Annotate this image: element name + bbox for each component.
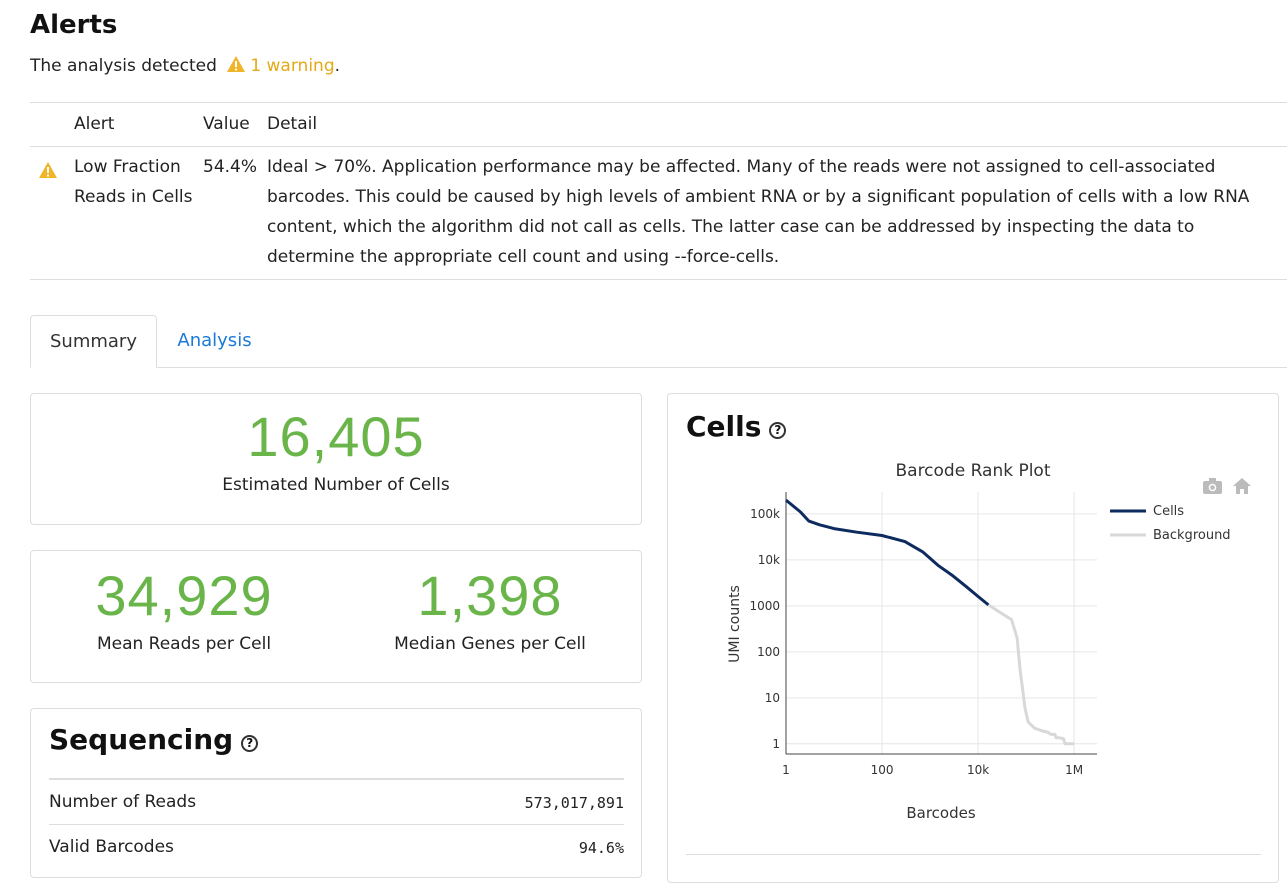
sequencing-card: Sequencing? Number of Reads 573,017,891 … [30, 708, 642, 878]
sequencing-row-reads: Number of Reads 573,017,891 [49, 778, 624, 824]
per-cell-metrics-card: 34,929 Mean Reads per Cell 1,398 Median … [30, 550, 642, 683]
chart-grid [786, 492, 1097, 754]
alert-row: Low Fraction Reads in Cells 54.4% Ideal … [30, 147, 1287, 280]
help-icon[interactable]: ? [769, 422, 787, 439]
series-line-cells [785, 498, 990, 607]
camera-icon[interactable] [1203, 478, 1222, 494]
mean-reads-value: 34,929 [95, 564, 273, 627]
y-tick-label: 10 [765, 691, 780, 705]
header-value: Value [203, 114, 250, 134]
estimated-cells-value: 16,405 [247, 405, 425, 468]
alerts-summary-prefix: The analysis detected [30, 56, 217, 76]
median-genes-label: Median Genes per Cell [394, 634, 586, 654]
chart-series [785, 498, 1075, 746]
tab-analysis[interactable]: Analysis [177, 330, 252, 351]
sequencing-title: Sequencing? [49, 723, 259, 756]
median-genes-metric: 1,398 Median Genes per Cell [337, 563, 643, 654]
sequencing-title-text: Sequencing [49, 723, 234, 756]
alerts-table: Alert Value Detail Low Fraction Reads in… [30, 102, 1287, 280]
x-tick-label: 10k [967, 763, 989, 777]
home-icon[interactable] [1233, 478, 1251, 494]
mean-reads-label: Mean Reads per Cell [96, 634, 272, 654]
y-tick-label: 1 [772, 737, 780, 751]
y-tick-label: 100k [750, 507, 780, 521]
x-axis-label: Barcodes [906, 804, 975, 822]
x-tick-label: 100 [871, 763, 894, 777]
series-line-background [987, 603, 1075, 746]
legend-label: Background [1153, 528, 1231, 543]
alert-detail: Ideal > 70%. Application performance may… [267, 157, 1250, 267]
header-alert: Alert [74, 114, 115, 134]
x-tick-label: 1M [1065, 763, 1083, 777]
alerts-summary: The analysis detected 1 warning. [30, 55, 340, 76]
sequencing-row-label: Number of Reads [49, 792, 197, 812]
alert-name: Low Fraction Reads in Cells [74, 157, 193, 207]
tab-bar: Summary Analysis [30, 315, 1287, 368]
sequencing-row-value: 573,017,891 [524, 794, 624, 812]
warning-icon [38, 159, 58, 189]
alerts-table-header: Alert Value Detail [30, 103, 1287, 147]
legend-label: Cells [1153, 504, 1184, 519]
cells-divider [686, 854, 1261, 855]
warning-count-link[interactable]: 1 warning [250, 56, 335, 76]
cells-title-text: Cells [686, 410, 762, 443]
alerts-title: Alerts [30, 10, 118, 40]
warning-icon [227, 56, 246, 72]
chart-ticks: 1 100 10k 1M 1 10 100 1000 10k 100k [749, 507, 1083, 777]
cells-title: Cells? [686, 410, 787, 443]
sequencing-row-barcodes: Valid Barcodes 94.6% [49, 824, 624, 870]
alerts-summary-suffix: . [334, 56, 341, 76]
chart-title: Barcode Rank Plot [895, 461, 1050, 481]
y-tick-label: 100 [757, 645, 780, 659]
tab-summary[interactable]: Summary [30, 315, 157, 368]
median-genes-value: 1,398 [417, 564, 563, 627]
y-tick-label: 10k [758, 553, 780, 567]
help-icon[interactable]: ? [241, 735, 259, 752]
x-tick-label: 1 [782, 763, 790, 777]
cells-card: Cells? [667, 393, 1279, 883]
y-axis-label: UMI counts [727, 585, 743, 663]
alert-value: 54.4% [203, 157, 258, 177]
sequencing-row-label: Valid Barcodes [49, 837, 174, 857]
mean-reads-metric: 34,929 Mean Reads per Cell [31, 563, 337, 654]
header-detail: Detail [267, 114, 318, 134]
y-tick-label: 1000 [749, 599, 780, 613]
sequencing-row-value: 94.6% [578, 839, 624, 857]
barcode-rank-plot: Barcode Rank Plot 1 100 10k 1M 1 10 100 1000 10k… [727, 461, 1251, 822]
estimated-cells-card: 16,405 Estimated Number of Cells [30, 393, 642, 525]
estimated-cells-label: Estimated Number of Cells [222, 475, 450, 495]
chart-legend: Cells Background [1110, 504, 1231, 543]
